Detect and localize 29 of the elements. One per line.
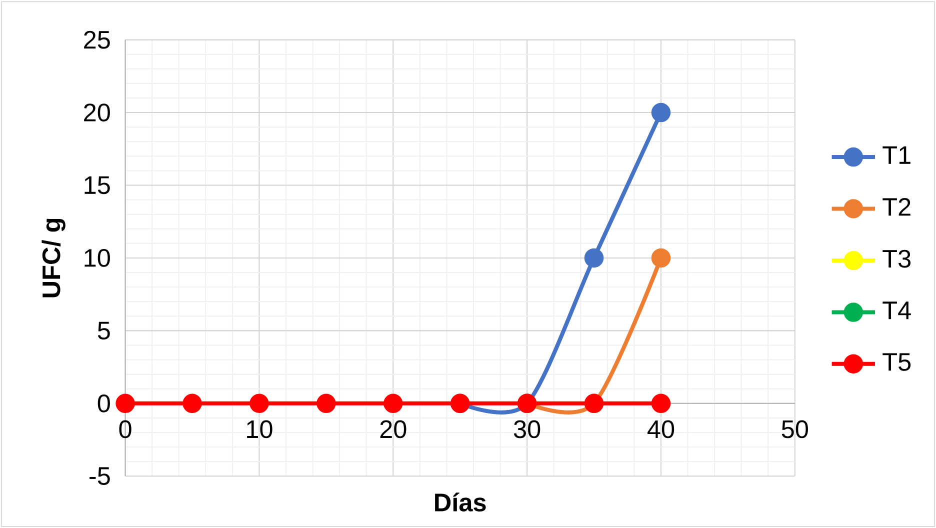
legend-label: T2 [882, 198, 910, 216]
legend-label: T5 [882, 353, 911, 371]
x-axis-title: Días [435, 492, 486, 512]
x-tick-label: 10 [247, 420, 272, 438]
point [651, 248, 671, 268]
point [250, 394, 269, 414]
y-tick-label: 15 [84, 176, 110, 194]
x-tick-label: 0 [119, 420, 132, 438]
y-axis-title: UFC/ g [42, 218, 66, 298]
x-tick-label: 20 [380, 420, 406, 438]
y-tick-label: 0 [98, 394, 110, 412]
legend-label: T4 [882, 302, 911, 320]
point [182, 394, 202, 414]
point [651, 394, 671, 414]
x-tick-label: 40 [647, 420, 674, 438]
point [651, 102, 671, 122]
legend-label: T3 [882, 250, 911, 268]
point [116, 394, 135, 414]
y-tick-label: 25 [84, 30, 110, 49]
point [384, 394, 403, 414]
y-tick-label: 10 [84, 249, 110, 267]
y-tick-label: 5 [98, 322, 110, 340]
x-tick-label: 30 [514, 420, 540, 438]
y-tick-label: 20 [84, 104, 110, 122]
legend-label: T1 [882, 146, 910, 164]
point [584, 248, 604, 268]
y-tick-label: -5 [90, 467, 110, 485]
x-tick-label: 50 [782, 420, 808, 438]
point [316, 394, 336, 414]
